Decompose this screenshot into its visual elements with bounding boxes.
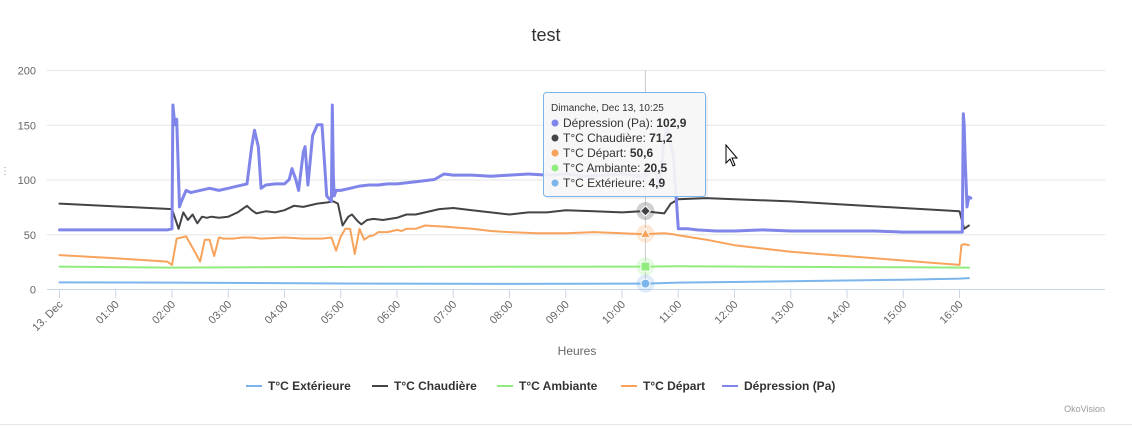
x-tick-label: 08:00 xyxy=(488,299,516,327)
y-tick-label: 100 xyxy=(18,175,36,187)
tooltip-series-dot xyxy=(551,119,559,127)
legend-label: T°C Ambiante xyxy=(519,379,598,393)
tooltip-row: T°C Chaudière: 71,2 xyxy=(563,131,673,145)
y-tick-label: 200 xyxy=(18,66,36,78)
legend-label: Dépression (Pa) xyxy=(744,379,835,393)
legend-item-chaudiere[interactable]: T°C Chaudière xyxy=(372,379,477,393)
bottom-divider xyxy=(0,424,1132,425)
series-line-depart[interactable] xyxy=(58,224,970,266)
x-tick-label: 04:00 xyxy=(263,299,291,327)
series-line-exterieure[interactable] xyxy=(58,277,970,285)
tooltip-row: T°C Départ: 50,6 xyxy=(563,146,654,160)
y-tick-label: 150 xyxy=(18,120,36,132)
hover-marker-ambiante xyxy=(636,257,655,276)
x-tick-label: 01:00 xyxy=(94,299,122,327)
x-tick-label: 13. Dec xyxy=(30,298,66,334)
series-line-chaudiere[interactable] xyxy=(58,197,970,230)
chart-title: test xyxy=(531,25,560,45)
x-tick-label: 02:00 xyxy=(150,299,178,327)
y-tick-label: 50 xyxy=(24,230,36,242)
series-line-ambiante[interactable] xyxy=(58,265,970,269)
legend-item-depart[interactable]: T°C Départ xyxy=(621,379,705,393)
tooltip-row: Dépression (Pa): 102,9 xyxy=(563,116,687,130)
hover-marker-depart xyxy=(636,224,655,243)
tooltip: Dimanche, Dec 13, 10:25 Dépression (Pa): … xyxy=(543,92,708,199)
tooltip-header: Dimanche, Dec 13, 10:25 xyxy=(551,103,664,114)
vertical-ellipsis-icon[interactable]: ⋮ xyxy=(0,166,10,177)
tooltip-series-dot xyxy=(551,164,559,172)
hover-marker-exterieure xyxy=(636,274,655,293)
legend-label: T°C Extérieure xyxy=(268,379,351,393)
x-tick-label: 13:00 xyxy=(769,299,797,327)
x-tick-label: 12:00 xyxy=(713,299,741,327)
tooltip-row: T°C Ambiante: 20,5 xyxy=(563,161,668,175)
x-tick-label: 15:00 xyxy=(881,299,909,327)
x-tick-label: 06:00 xyxy=(375,299,403,327)
x-tick-label: 14:00 xyxy=(825,299,853,327)
hover-marker-chaudiere xyxy=(636,202,655,221)
legend-label: T°C Départ xyxy=(643,379,705,393)
credits-link: OkoVision xyxy=(1064,404,1105,414)
series-line-depression[interactable] xyxy=(58,103,973,234)
x-tick-label: 16:00 xyxy=(938,299,966,327)
tooltip-row: T°C Extérieure: 4,9 xyxy=(563,176,666,190)
x-axis-title: Heures xyxy=(558,344,597,358)
legend-label: T°C Chaudière xyxy=(394,379,477,393)
x-tick-label: 05:00 xyxy=(319,299,347,327)
x-tick-label: 07:00 xyxy=(431,299,459,327)
x-tick-label: 10:00 xyxy=(600,299,628,327)
x-tick-label: 09:00 xyxy=(544,299,572,327)
tooltip-series-dot xyxy=(551,149,559,157)
x-tick-label: 03:00 xyxy=(206,299,234,327)
tooltip-series-dot xyxy=(551,134,559,142)
legend-item-exterieure[interactable]: T°C Extérieure xyxy=(246,379,351,393)
tooltip-series-dot xyxy=(551,179,559,187)
y-tick-label: 0 xyxy=(30,285,36,297)
mouse-cursor-icon xyxy=(725,143,739,167)
x-tick-label: 11:00 xyxy=(657,299,684,326)
legend-item-depression[interactable]: Dépression (Pa) xyxy=(722,379,835,393)
legend-item-ambiante[interactable]: T°C Ambiante xyxy=(497,379,598,393)
